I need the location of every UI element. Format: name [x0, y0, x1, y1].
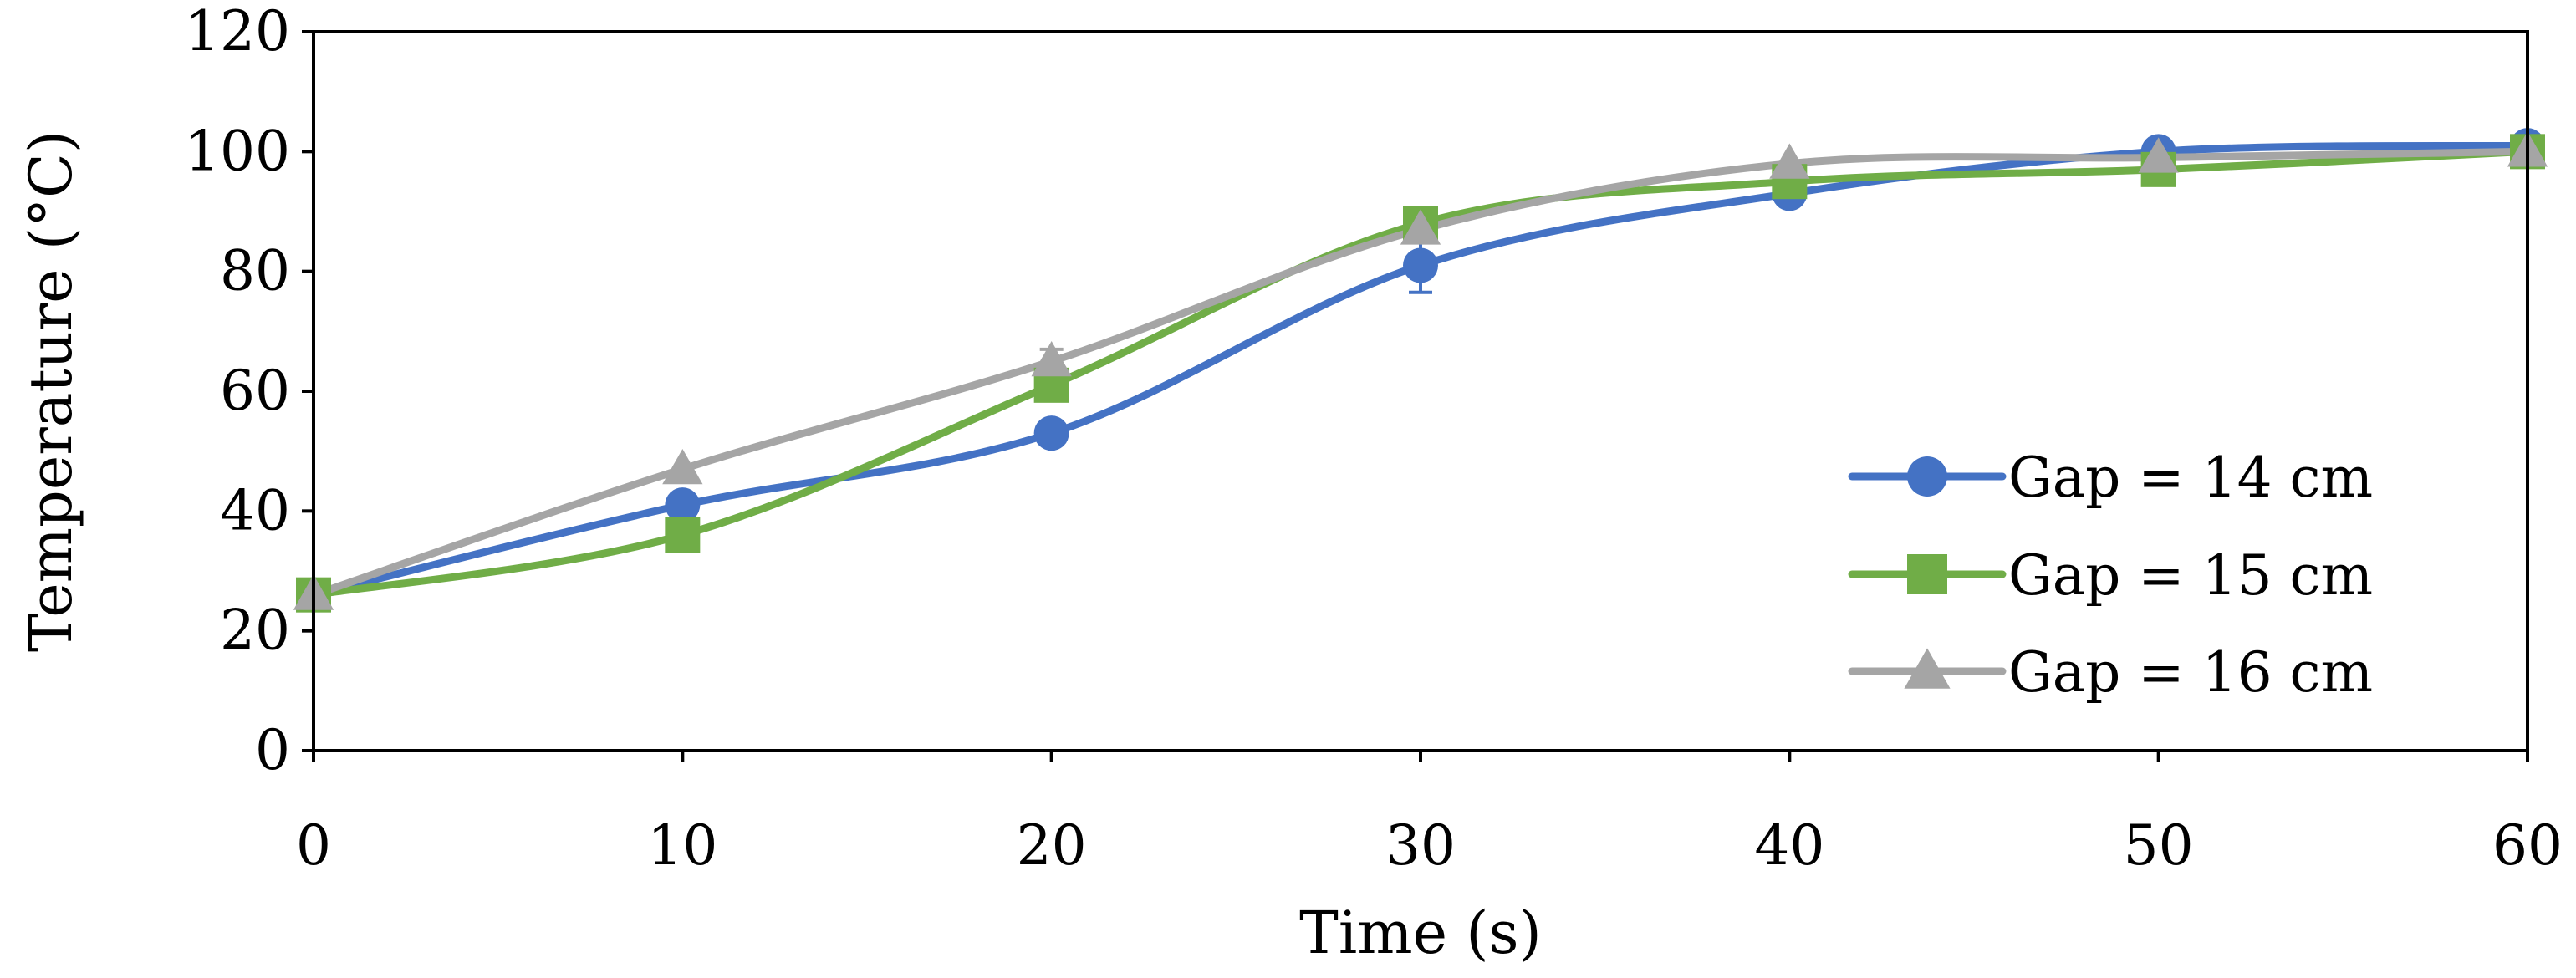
x-tick-label: 0 — [296, 813, 331, 878]
y-tick-label: 60 — [220, 359, 290, 423]
legend: Gap = 14 cm Gap = 15 cm Gap = 16 cm — [1848, 446, 2373, 705]
legend-marker — [1907, 554, 1947, 594]
data-markers — [293, 128, 2548, 613]
data-point-series-3 — [2138, 137, 2179, 173]
legend-item: Gap = 14 cm — [1848, 446, 2373, 510]
x-tick-label: 10 — [647, 813, 717, 878]
data-point-series-3 — [1031, 341, 1072, 377]
x-axis-ticks: 0 10 20 30 40 50 60 — [296, 751, 2563, 878]
x-tick-label: 60 — [2492, 813, 2563, 878]
data-point-series-3 — [1400, 209, 1441, 245]
legend-marker — [1907, 456, 1947, 497]
y-axis-ticks: 0 20 40 60 80 100 120 — [185, 0, 314, 782]
x-axis-title: Time (s) — [1299, 899, 1542, 967]
y-tick-label: 100 — [185, 119, 290, 183]
data-point-series-1 — [1033, 415, 1069, 451]
x-tick-label: 40 — [1754, 813, 1824, 878]
error-bars — [1039, 237, 1432, 444]
y-tick-label: 0 — [255, 718, 290, 782]
legend-item: Gap = 16 cm — [1848, 640, 2373, 705]
legend-marker — [1904, 648, 1951, 689]
y-tick-label: 120 — [185, 0, 290, 64]
legend-item: Gap = 15 cm — [1848, 543, 2373, 608]
data-point-series-3 — [662, 449, 703, 485]
x-tick-label: 30 — [1385, 813, 1456, 878]
legend-label: Gap = 14 cm — [2008, 446, 2373, 510]
x-tick-label: 50 — [2124, 813, 2194, 878]
y-tick-label: 20 — [220, 599, 290, 663]
y-axis-title: Temperature (°C) — [17, 130, 85, 652]
y-tick-label: 40 — [220, 478, 290, 542]
data-point-series-1 — [1403, 247, 1438, 283]
legend-label: Gap = 15 cm — [2008, 543, 2373, 608]
legend-label: Gap = 16 cm — [2008, 640, 2373, 705]
data-point-series-1 — [665, 487, 701, 523]
y-tick-label: 80 — [220, 239, 290, 303]
data-point-series-2 — [665, 517, 701, 553]
data-point-series-3 — [1769, 143, 1810, 179]
x-tick-label: 20 — [1017, 813, 1087, 878]
